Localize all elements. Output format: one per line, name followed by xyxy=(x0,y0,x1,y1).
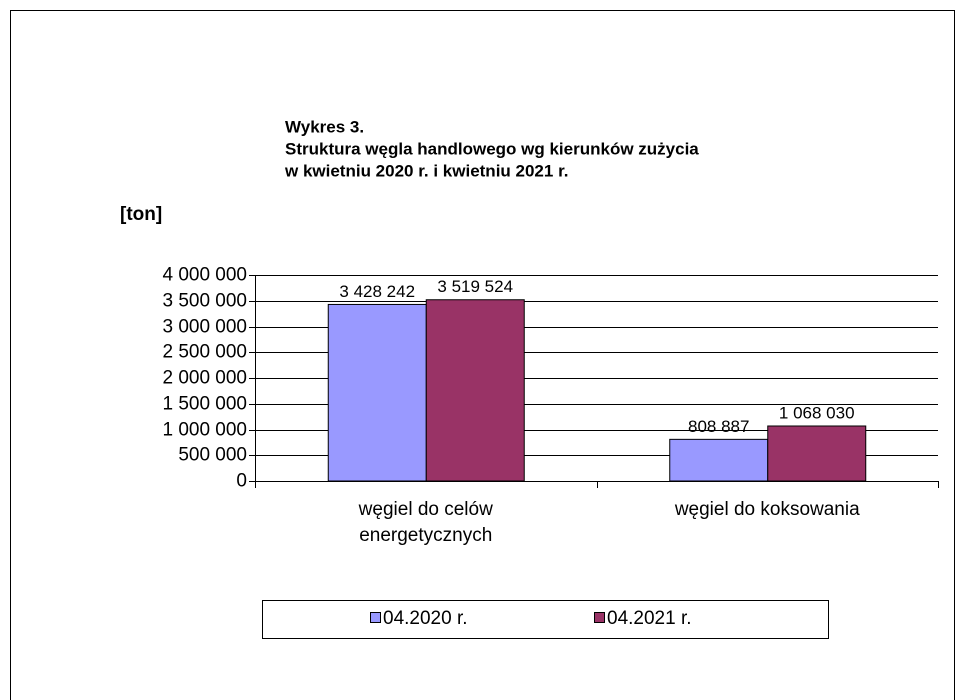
y-axis-label: [ton] xyxy=(120,204,162,225)
legend-label: 04.2021 r. xyxy=(607,608,692,629)
chart-subtitle: Struktura węgla handlowego wg kierunków … xyxy=(285,139,699,158)
legend-label: 04.2020 r. xyxy=(383,608,468,629)
bar xyxy=(327,303,427,482)
y-tick-label: 1 500 000 xyxy=(162,394,247,415)
bar xyxy=(669,438,769,482)
y-tick-label: 3 000 000 xyxy=(162,317,247,338)
legend xyxy=(262,600,829,639)
y-tick-label: 2 000 000 xyxy=(162,368,247,389)
x-tick-label: węgiel do koksowania xyxy=(674,499,860,520)
value-label: 3 519 524 xyxy=(437,277,513,296)
y-tick-label: 500 000 xyxy=(178,445,247,466)
value-label: 3 428 242 xyxy=(339,282,415,301)
chart-subtitle: w kwietniu 2020 r. i kwietniu 2021 r. xyxy=(284,161,568,180)
y-tick-label: 0 xyxy=(236,471,247,492)
bar xyxy=(425,299,525,482)
y-tick-label: 1 000 000 xyxy=(162,420,247,441)
bar xyxy=(767,425,867,482)
x-tick-label: węgiel do celów energetycznych xyxy=(358,499,493,546)
value-label: 808 887 xyxy=(688,417,749,436)
legend-swatch xyxy=(594,612,605,623)
chart-title: Wykres 3. xyxy=(285,117,364,136)
y-tick-label: 4 000 000 xyxy=(162,265,247,286)
y-tick-label: 3 500 000 xyxy=(162,291,247,312)
y-tick-label: 2 500 000 xyxy=(162,342,247,363)
legend-swatch xyxy=(370,612,381,623)
frame xyxy=(10,10,955,700)
value-label: 1 068 030 xyxy=(779,403,855,422)
